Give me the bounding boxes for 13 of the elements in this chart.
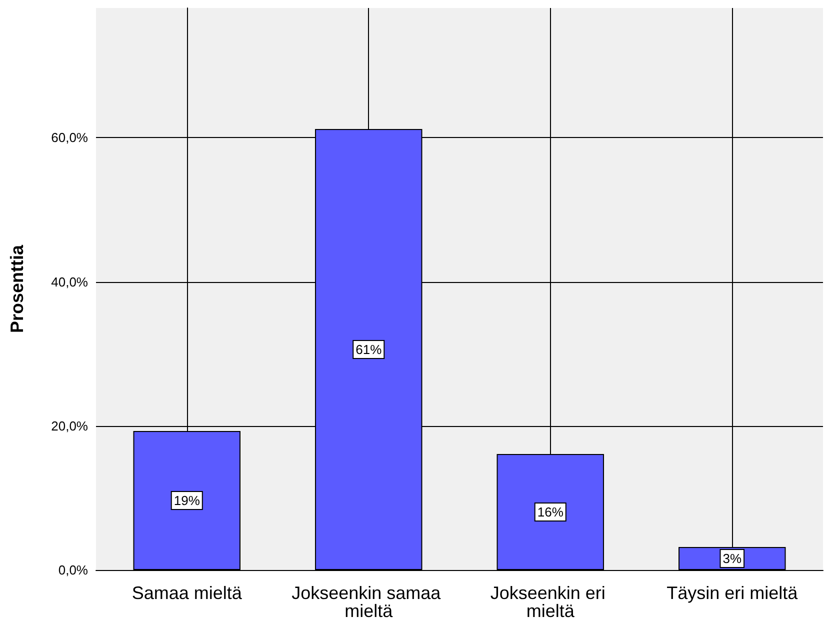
x-tick-label: Täysin eri mieltä [666,583,799,603]
y-tick-label: 0,0% [58,562,88,578]
x-tick-label: Samaa mieltä [132,583,243,603]
y-tick-label: 40,0% [51,274,88,290]
data-label: 16% [537,504,564,520]
y-tick-label: 60,0% [51,130,88,146]
y-axis-title: Prosenttia [7,244,27,334]
x-tick-label: Jokseenkin samaa mieltä [292,583,446,621]
data-label: 19% [174,492,200,508]
x-tick-label: Jokseenkin eri mieltä [490,583,610,621]
data-label: 61% [356,342,382,358]
y-tick-label: 20,0% [51,418,88,434]
data-label: 3% [722,550,742,566]
